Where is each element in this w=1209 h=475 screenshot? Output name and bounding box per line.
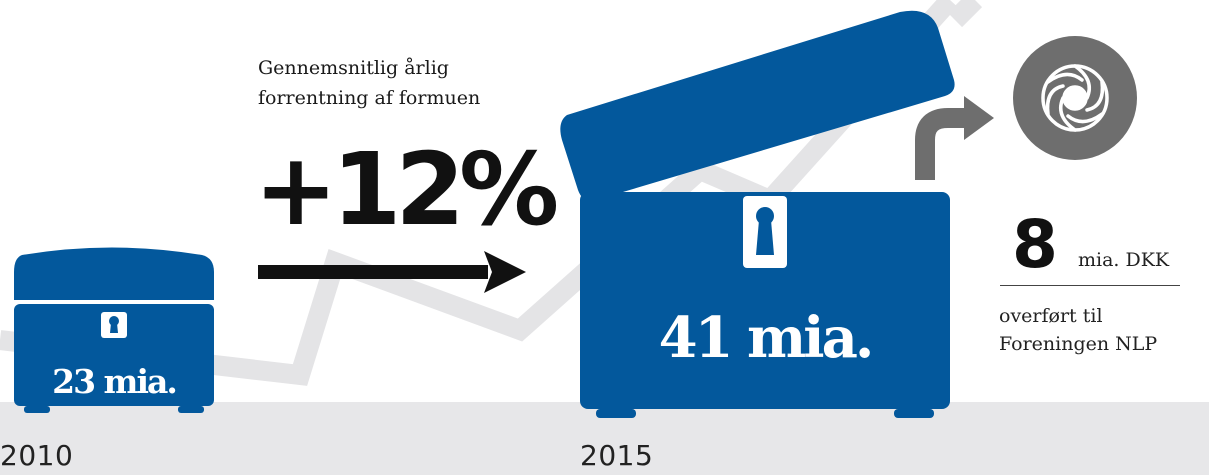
transfer-line-1: overført til <box>999 305 1103 327</box>
transfer-amount: 8 <box>1012 206 1058 283</box>
transfer-line-2: Foreningen NLP <box>999 333 1158 355</box>
growth-rate: +12% <box>254 131 559 248</box>
caption-line-1: Gennemsnitlig årlig <box>258 57 449 79</box>
transfer-divider <box>1000 285 1180 286</box>
transfer-text: overført til Foreningen NLP <box>999 302 1209 358</box>
year-start: 2010 <box>0 439 74 472</box>
transfer-unit: mia. DKK <box>1078 249 1170 271</box>
small-chest-value: 23 mia. <box>52 362 178 401</box>
keyhole-icon <box>743 196 787 268</box>
keyhole-icon <box>101 312 127 338</box>
growth-caption: Gennemsnitlig årlig forrentning af formu… <box>258 53 538 113</box>
big-chest-value: 41 mia. <box>658 305 875 371</box>
year-end: 2015 <box>580 439 654 472</box>
caption-line-2: forrentning af formuen <box>258 87 481 109</box>
